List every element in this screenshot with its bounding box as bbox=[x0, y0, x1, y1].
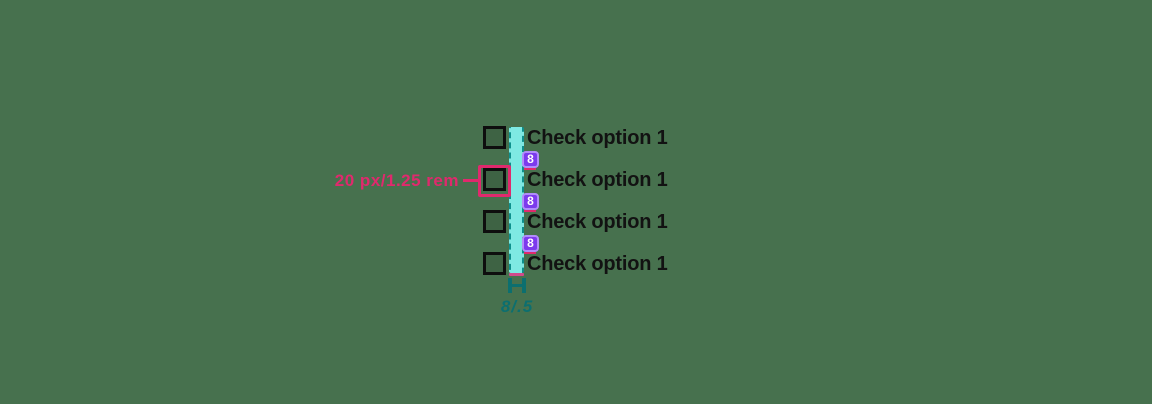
checkbox-label[interactable]: Check option 1 bbox=[527, 127, 668, 149]
highlighted-checkbox-ring bbox=[478, 165, 511, 197]
row-gap-tick bbox=[524, 210, 536, 212]
horizontal-gap-annotation: 8/.5 bbox=[500, 297, 534, 316]
checkbox-option-3[interactable] bbox=[483, 210, 506, 233]
checkbox-option-4[interactable] bbox=[483, 252, 506, 275]
width-measure-icon bbox=[508, 278, 526, 293]
row-gap-tick bbox=[524, 168, 536, 170]
gap-bar-end-marker bbox=[509, 273, 524, 276]
checkbox-option-1[interactable] bbox=[483, 126, 506, 149]
row-gap-badge: 8 bbox=[522, 235, 539, 252]
font-size-annotation: 20 px/1.25 rem bbox=[334, 171, 459, 190]
checkbox-label[interactable]: Check option 1 bbox=[527, 169, 668, 191]
checkbox-label[interactable]: Check option 1 bbox=[527, 211, 668, 233]
row-gap-badge: 8 bbox=[522, 193, 539, 210]
callout-connector-line bbox=[463, 179, 479, 182]
row-gap-badge: 8 bbox=[522, 151, 539, 168]
row-gap-tick bbox=[524, 252, 536, 254]
checkbox-option-2[interactable] bbox=[483, 168, 506, 191]
checkbox-label[interactable]: Check option 1 bbox=[527, 253, 668, 275]
